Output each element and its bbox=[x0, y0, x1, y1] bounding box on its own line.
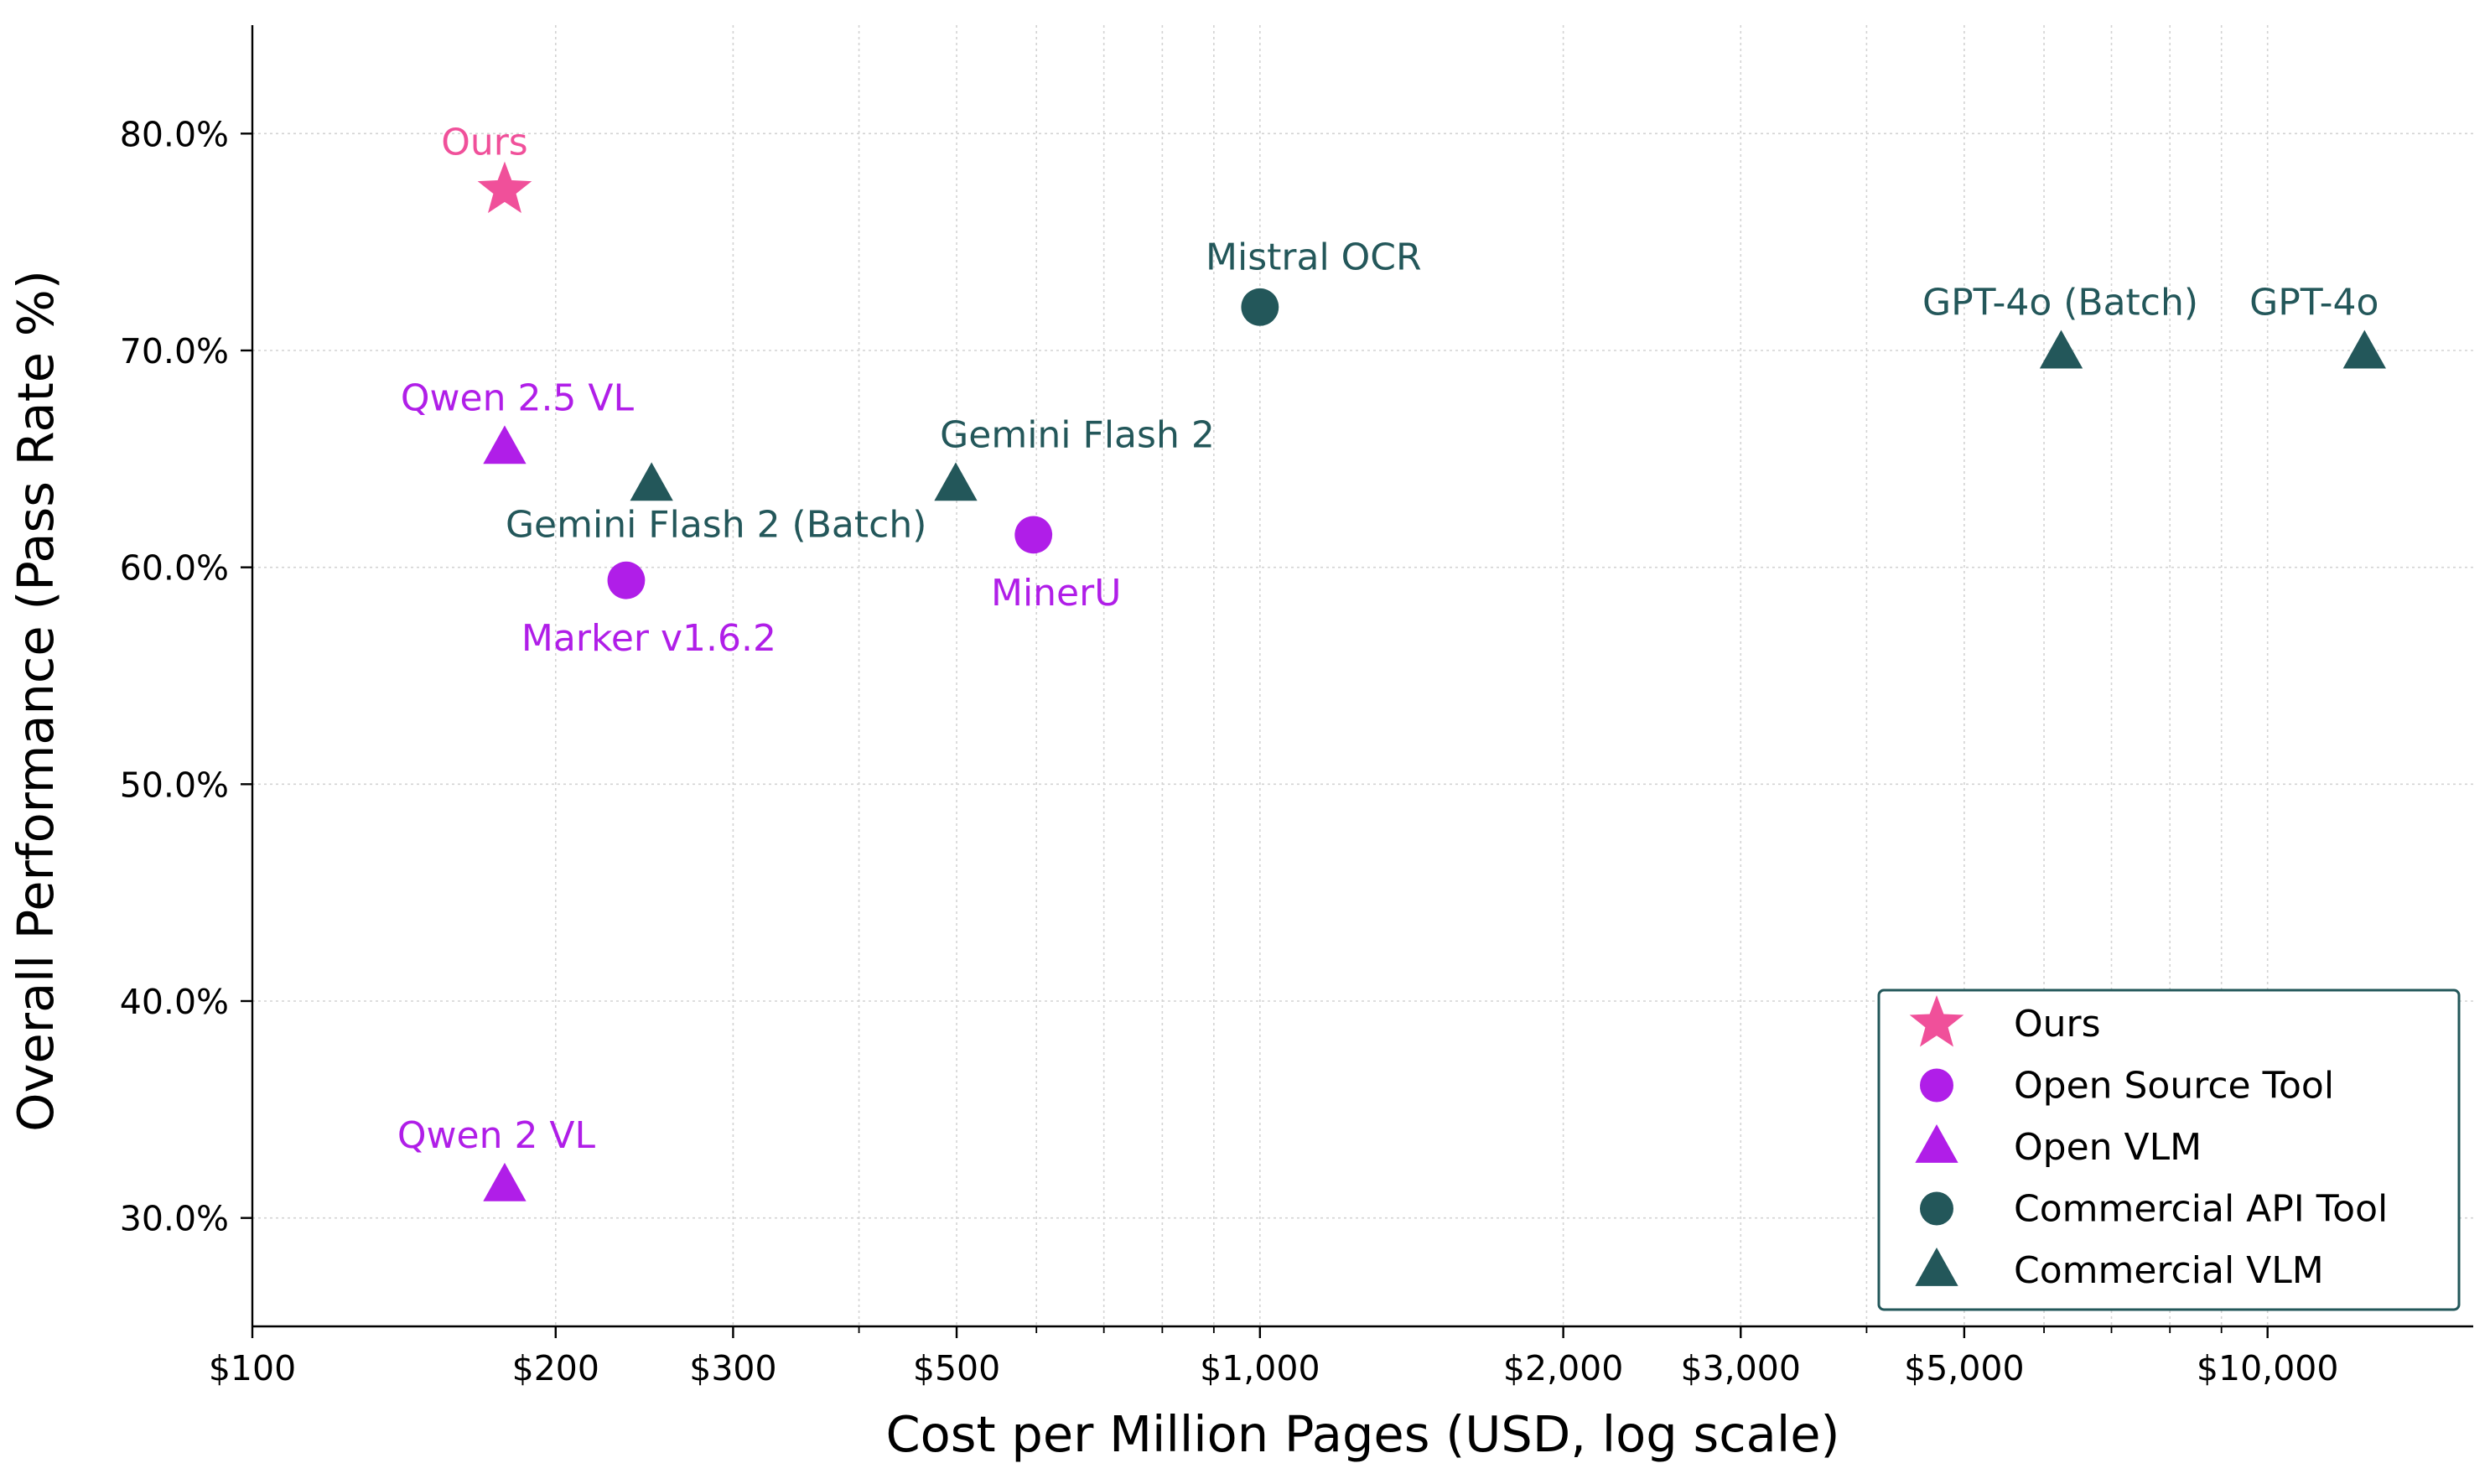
x-tick-label: $10,000 bbox=[2197, 1348, 2339, 1388]
legend-label: Ours bbox=[2014, 1003, 2101, 1046]
axes-layer: $100 $200 $300 $500 $1,000 $2,000 $3,000 $5,000… bbox=[120, 25, 2473, 1388]
point-label: Qwen 2 VL bbox=[397, 1114, 596, 1157]
legend-label: Commercial API Tool bbox=[2014, 1188, 2388, 1231]
point-label: GPT-4o bbox=[2249, 282, 2378, 324]
data-point bbox=[483, 425, 527, 464]
legend-marker bbox=[1920, 1191, 1953, 1226]
legend: Ours Open Source Tool Open VLM Commercial A… bbox=[1877, 988, 2461, 1311]
points-layer: Ours Qwen 2.5 VL Qwen 2 VL Marker v1.6.2 Min… bbox=[397, 122, 2386, 1201]
y-tick-label: 30.0% bbox=[120, 1199, 229, 1239]
y-tick-label: 50.0% bbox=[120, 765, 229, 805]
point-label: Ours bbox=[441, 122, 528, 164]
data-point bbox=[1014, 516, 1053, 554]
legend-label: Open VLM bbox=[2014, 1126, 2202, 1169]
x-tick-label: $100 bbox=[209, 1348, 296, 1388]
y-tick-label: 80.0% bbox=[120, 114, 229, 154]
data-point bbox=[477, 161, 532, 214]
legend-label: Open Source Tool bbox=[2014, 1065, 2334, 1108]
y-tick-label: 60.0% bbox=[120, 548, 229, 589]
legend-marker bbox=[1909, 995, 1964, 1047]
x-axis-title: Cost per Million Pages (USD, log scale) bbox=[885, 1405, 1839, 1463]
legend-box bbox=[1877, 988, 2461, 1311]
y-axis-title: Overall Performance (Pass Rate %) bbox=[7, 270, 65, 1132]
x-tick-label: $3,000 bbox=[1681, 1348, 1801, 1388]
point-label: Marker v1.6.2 bbox=[521, 617, 776, 660]
x-tick-label: $1,000 bbox=[1200, 1348, 1320, 1388]
legend-marker bbox=[1915, 1124, 1958, 1163]
point-label: Qwen 2.5 VL bbox=[401, 376, 635, 419]
point-label: GPT-4o (Batch) bbox=[1922, 282, 2198, 324]
legend-label: Commercial VLM bbox=[2014, 1249, 2324, 1292]
x-tick-label: $5,000 bbox=[1904, 1348, 2024, 1388]
legend-marker bbox=[1915, 1248, 1958, 1286]
x-tick-label: $500 bbox=[913, 1348, 1000, 1388]
data-point bbox=[1241, 288, 1279, 326]
data-point bbox=[934, 462, 978, 501]
x-tick-label: $2,000 bbox=[1503, 1348, 1623, 1388]
x-tick-label: $300 bbox=[689, 1348, 776, 1388]
point-label: Gemini Flash 2 (Batch) bbox=[506, 503, 926, 546]
data-point bbox=[2039, 329, 2083, 369]
legend-marker bbox=[1920, 1068, 1953, 1103]
y-tick-label: 70.0% bbox=[120, 331, 229, 371]
data-point bbox=[483, 1162, 527, 1201]
data-point bbox=[607, 561, 646, 599]
x-tick-label: $200 bbox=[512, 1348, 599, 1388]
point-label: Gemini Flash 2 bbox=[940, 413, 1215, 456]
y-tick-label: 40.0% bbox=[120, 982, 229, 1022]
data-point bbox=[630, 462, 673, 501]
data-point bbox=[2342, 329, 2386, 369]
point-label: MinerU bbox=[991, 572, 1121, 615]
point-label: Mistral OCR bbox=[1206, 236, 1422, 278]
